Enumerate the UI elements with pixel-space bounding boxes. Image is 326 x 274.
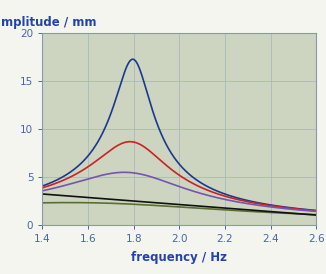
X-axis label: frequency / Hz: frequency / Hz (131, 251, 227, 264)
Text: amplitude / mm: amplitude / mm (0, 16, 96, 29)
